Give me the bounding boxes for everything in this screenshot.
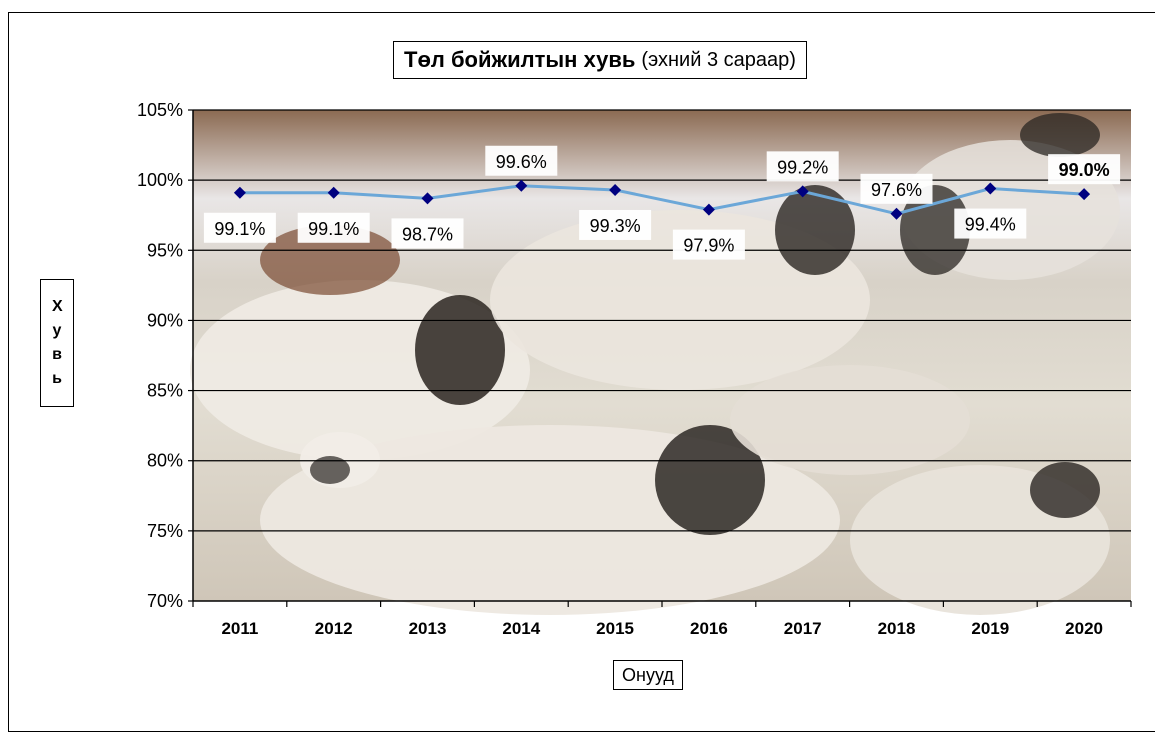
data-point-marker xyxy=(1078,188,1091,201)
chart-title-box: Төл бойжилтын хувь (эхний 3 сараар) xyxy=(393,41,807,79)
y-tick-labels: 70% 75% 80% 85% 90% 95% 100% 105% xyxy=(137,100,183,611)
data-point-marker xyxy=(515,179,528,192)
data-point-marker xyxy=(421,192,434,205)
y-tick-label: 80% xyxy=(147,451,183,471)
data-label-box xyxy=(954,208,1027,239)
data-label: 99.1% xyxy=(308,219,359,239)
data-label: 99.1% xyxy=(214,219,265,239)
y-tick-label: 105% xyxy=(137,100,183,120)
series-line-path xyxy=(239,184,1085,216)
x-axis-label-box: Онууд xyxy=(613,660,683,690)
data-label-box xyxy=(766,151,839,182)
series-line xyxy=(233,179,1091,220)
y-tick-label: 100% xyxy=(137,170,183,190)
y-tick-label: 90% xyxy=(147,310,183,330)
data-label: 99.3% xyxy=(590,216,641,236)
data-label: 97.9% xyxy=(683,236,734,256)
data-label-box xyxy=(672,229,745,260)
y-axis-label: Хувь xyxy=(52,298,63,387)
x-axis-label: Онууд xyxy=(622,664,674,685)
data-label-box xyxy=(297,212,370,243)
data-point-marker xyxy=(609,183,622,196)
data-point-marker xyxy=(233,186,246,199)
data-label-box xyxy=(860,173,933,204)
y-tick-label: 95% xyxy=(147,240,183,260)
x-tick-label: 2019 xyxy=(971,619,1009,638)
x-tick-label: 2018 xyxy=(878,619,916,638)
data-label-box xyxy=(391,218,464,249)
data-label: 99.2% xyxy=(777,157,828,177)
data-point-marker xyxy=(890,207,903,220)
data-label: 99.4% xyxy=(965,215,1016,235)
data-labels: 99.1% 99.1% 98.7% 99.6% 99.3% 97.9% 99.2% 97.6%… xyxy=(203,145,1121,260)
x-tick-label: 2016 xyxy=(690,619,728,638)
data-label-box xyxy=(485,145,558,176)
line-chart: 70%75%80%85%90%95%100%105% 2011 2012 2013 2… xyxy=(137,100,1132,638)
x-tick-label: 2011 xyxy=(221,619,258,638)
x-tick-label: 2017 xyxy=(784,619,822,638)
y-axis-label-box: Хувь xyxy=(40,279,74,407)
data-point-marker xyxy=(327,186,340,199)
data-label-box xyxy=(203,212,276,243)
y-tick-label: 75% xyxy=(147,521,183,541)
x-tick-label: 2015 xyxy=(596,619,634,638)
x-tick-labels: 2011 2012 2013 2014 2015 2016 2017 2018 2019 2020 xyxy=(221,619,1103,638)
chart-subtitle: (эхний 3 сараар) xyxy=(641,48,796,71)
x-tick-label: 2014 xyxy=(502,619,540,638)
data-label: 99.6% xyxy=(496,152,547,172)
x-tick-label: 2020 xyxy=(1065,619,1103,638)
gridlines xyxy=(193,109,1131,532)
data-label-box xyxy=(579,209,652,240)
data-point-marker xyxy=(984,182,997,195)
data-label: 99.0% xyxy=(1059,160,1110,180)
chart-title: Төл бойжилтын хувь xyxy=(404,47,636,72)
x-tick-label: 2012 xyxy=(315,619,353,638)
y-tick-label: 85% xyxy=(147,381,183,401)
data-label: 98.7% xyxy=(402,224,453,244)
axes xyxy=(188,109,1132,607)
data-label-box xyxy=(1048,154,1121,185)
data-label: 97.6% xyxy=(871,180,922,200)
data-point-marker xyxy=(796,185,809,198)
y-tick-label: 70% xyxy=(147,591,183,611)
data-point-marker xyxy=(702,203,715,216)
x-tick-label: 2013 xyxy=(409,619,447,638)
